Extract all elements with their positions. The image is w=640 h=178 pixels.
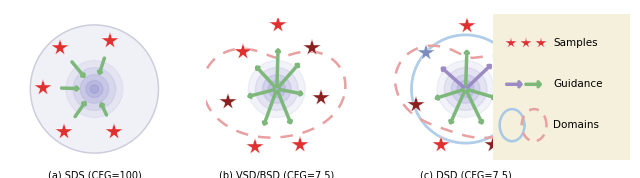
Circle shape (86, 80, 103, 98)
Text: (c) DSD (CFG=7.5): (c) DSD (CFG=7.5) (420, 171, 511, 178)
Circle shape (66, 61, 123, 117)
Circle shape (80, 75, 109, 103)
Circle shape (273, 85, 281, 93)
Circle shape (268, 80, 285, 98)
Text: Samples: Samples (554, 38, 598, 48)
Circle shape (90, 85, 99, 93)
Text: (b) VSD/BSD (CFG=7.5): (b) VSD/BSD (CFG=7.5) (219, 171, 335, 178)
Circle shape (461, 85, 470, 93)
Text: Guidance: Guidance (554, 79, 603, 89)
Circle shape (457, 80, 474, 98)
Text: Domains: Domains (554, 120, 599, 130)
FancyBboxPatch shape (490, 11, 633, 163)
Circle shape (437, 61, 494, 117)
Circle shape (444, 68, 487, 110)
Text: (a) SDS (CFG=100): (a) SDS (CFG=100) (47, 171, 141, 178)
Circle shape (30, 25, 159, 153)
Circle shape (262, 75, 291, 103)
Circle shape (73, 68, 116, 110)
Circle shape (248, 61, 305, 117)
Circle shape (255, 68, 298, 110)
Circle shape (451, 75, 480, 103)
